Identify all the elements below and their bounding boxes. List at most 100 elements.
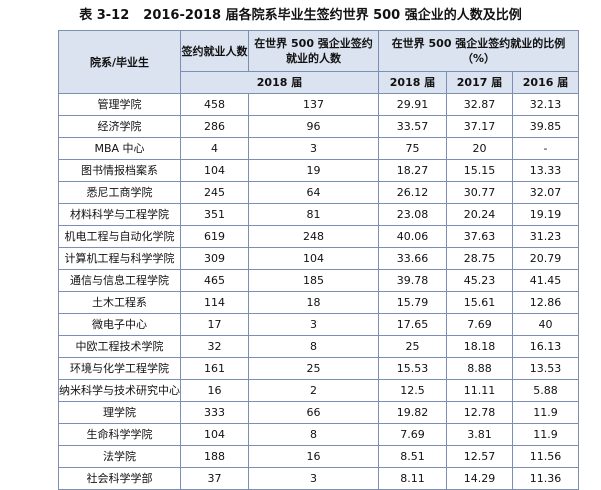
table-row: 纳米科学与技术研究中心 16 2 12.5 11.11 5.88 (58, 379, 579, 402)
cell-dept: 计算机工程与科学学院 (58, 247, 181, 270)
cell-fortune500-count: 248 (248, 225, 379, 248)
header-ratio: 在世界 500 强企业签约就业的比例（%） (378, 30, 579, 72)
table-row: 通信与信息工程学院 465 185 39.78 45.23 41.45 (58, 269, 579, 292)
cell-ratio-2017: 14.29 (446, 467, 513, 490)
table-row: 生命科学学院 104 8 7.69 3.81 11.9 (58, 423, 579, 446)
cell-ratio-2016: 13.53 (512, 357, 579, 380)
cell-ratio-2018: 23.08 (378, 203, 447, 226)
cell-dept: 理学院 (58, 401, 181, 424)
header-signed: 签约就业人数 (180, 30, 249, 72)
header-fortune500-count: 在世界 500 强企业签约就业的人数 (248, 30, 379, 72)
header-year-2016: 2016 届 (512, 71, 579, 94)
cell-ratio-2016: 41.45 (512, 269, 579, 292)
cell-ratio-2018: 15.53 (378, 357, 447, 380)
cell-dept: 管理学院 (58, 93, 181, 116)
cell-fortune500-count: 3 (248, 467, 379, 490)
cell-ratio-2018: 33.57 (378, 115, 447, 138)
cell-signed: 309 (180, 247, 249, 270)
cell-ratio-2016: 11.36 (512, 467, 579, 490)
cell-ratio-2016: 12.86 (512, 291, 579, 314)
cell-signed: 351 (180, 203, 249, 226)
cell-ratio-2017: 12.78 (446, 401, 513, 424)
header-dept: 院系/毕业生 (58, 30, 181, 94)
cell-signed: 161 (180, 357, 249, 380)
cell-signed: 16 (180, 379, 249, 402)
cell-ratio-2017: 3.81 (446, 423, 513, 446)
cell-ratio-2018: 17.65 (378, 313, 447, 336)
cell-fortune500-count: 96 (248, 115, 379, 138)
cell-ratio-2017: 32.87 (446, 93, 513, 116)
cell-dept: 经济学院 (58, 115, 181, 138)
cell-ratio-2017: 28.75 (446, 247, 513, 270)
cell-ratio-2017: 37.63 (446, 225, 513, 248)
cell-ratio-2016: 13.33 (512, 159, 579, 182)
cell-ratio-2018: 29.91 (378, 93, 447, 116)
cell-fortune500-count: 8 (248, 423, 379, 446)
cell-ratio-2016: 20.79 (512, 247, 579, 270)
cell-signed: 619 (180, 225, 249, 248)
cell-dept: 图书情报档案系 (58, 159, 181, 182)
cell-dept: 社会科学学部 (58, 467, 181, 490)
cell-fortune500-count: 66 (248, 401, 379, 424)
cell-ratio-2017: 15.15 (446, 159, 513, 182)
cell-fortune500-count: 8 (248, 335, 379, 358)
table-row: 计算机工程与科学学院 309 104 33.66 28.75 20.79 (58, 247, 579, 270)
cell-dept: MBA 中心 (58, 137, 181, 160)
table-row: 微电子中心 17 3 17.65 7.69 40 (58, 313, 579, 336)
cell-signed: 286 (180, 115, 249, 138)
cell-ratio-2016: 11.9 (512, 423, 579, 446)
table-row: 经济学院 286 96 33.57 37.17 39.85 (58, 115, 579, 138)
cell-fortune500-count: 104 (248, 247, 379, 270)
cell-dept: 纳米科学与技术研究中心 (58, 379, 181, 402)
cell-ratio-2017: 45.23 (446, 269, 513, 292)
cell-fortune500-count: 19 (248, 159, 379, 182)
cell-ratio-2018: 25 (378, 335, 447, 358)
cell-ratio-2016: 16.13 (512, 335, 579, 358)
cell-ratio-2018: 40.06 (378, 225, 447, 248)
cell-ratio-2018: 15.79 (378, 291, 447, 314)
cell-signed: 333 (180, 401, 249, 424)
cell-ratio-2017: 8.88 (446, 357, 513, 380)
cell-ratio-2016: 40 (512, 313, 579, 336)
cell-ratio-2016: 19.19 (512, 203, 579, 226)
cell-fortune500-count: 2 (248, 379, 379, 402)
table-row: 环境与化学工程学院 161 25 15.53 8.88 13.53 (58, 357, 579, 380)
cell-dept: 微电子中心 (58, 313, 181, 336)
cell-signed: 37 (180, 467, 249, 490)
cell-dept: 悉尼工商学院 (58, 181, 181, 204)
cell-fortune500-count: 18 (248, 291, 379, 314)
cell-ratio-2018: 8.11 (378, 467, 447, 490)
cell-ratio-2017: 37.17 (446, 115, 513, 138)
cell-ratio-2018: 8.51 (378, 445, 447, 468)
cell-signed: 245 (180, 181, 249, 204)
header-year-2018-merged: 2018 届 (180, 71, 379, 94)
table-row: 土木工程系 114 18 15.79 15.61 12.86 (58, 291, 579, 314)
cell-ratio-2017: 20.24 (446, 203, 513, 226)
header-year-2018: 2018 届 (378, 71, 447, 94)
header-year-2017: 2017 届 (446, 71, 513, 94)
cell-signed: 114 (180, 291, 249, 314)
table-title: 2016-2018 届各院系毕业生签约世界 500 强企业的人数及比例 (143, 8, 522, 23)
cell-ratio-2017: 12.57 (446, 445, 513, 468)
cell-dept: 法学院 (58, 445, 181, 468)
cell-ratio-2016: - (512, 137, 579, 160)
cell-ratio-2018: 75 (378, 137, 447, 160)
table-row: 图书情报档案系 104 19 18.27 15.15 13.33 (58, 159, 579, 182)
cell-ratio-2016: 5.88 (512, 379, 579, 402)
cell-fortune500-count: 81 (248, 203, 379, 226)
cell-ratio-2018: 7.69 (378, 423, 447, 446)
cell-dept: 土木工程系 (58, 291, 181, 314)
table-number: 表 3-12 (79, 8, 130, 23)
cell-ratio-2017: 7.69 (446, 313, 513, 336)
table-row: 社会科学学部 37 3 8.11 14.29 11.36 (58, 467, 579, 490)
cell-signed: 32 (180, 335, 249, 358)
cell-ratio-2017: 18.18 (446, 335, 513, 358)
cell-signed: 465 (180, 269, 249, 292)
cell-signed: 4 (180, 137, 249, 160)
cell-ratio-2016: 32.13 (512, 93, 579, 116)
cell-fortune500-count: 3 (248, 137, 379, 160)
cell-dept: 中欧工程技术学院 (58, 335, 181, 358)
cell-fortune500-count: 25 (248, 357, 379, 380)
cell-signed: 104 (180, 423, 249, 446)
cell-ratio-2018: 39.78 (378, 269, 447, 292)
